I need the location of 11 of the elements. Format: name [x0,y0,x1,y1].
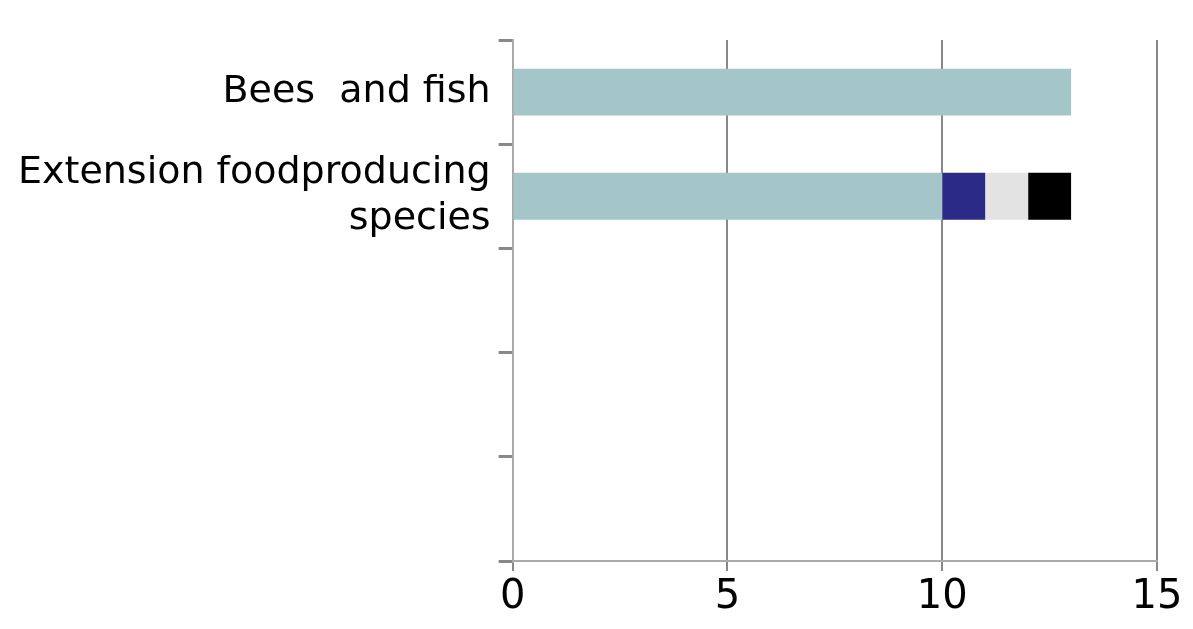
x-tick-label: 10 [916,571,968,618]
bar [1028,172,1072,220]
bar [513,68,1072,116]
bar [942,172,986,220]
bar [513,172,943,220]
bar [985,172,1029,220]
y-tick-label: Bees and fish [222,66,491,111]
x-tick-label: 0 [499,571,526,618]
x-tick-label: 15 [1131,571,1183,618]
y-tick-label: Extension foodproducing species [17,148,491,238]
x-tick-label: 5 [714,571,741,618]
